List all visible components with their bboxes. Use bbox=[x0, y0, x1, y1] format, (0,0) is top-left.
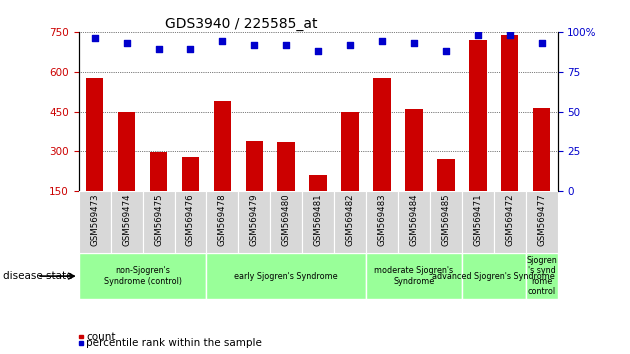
Bar bbox=[246, 141, 263, 191]
Text: non-Sjogren's
Syndrome (control): non-Sjogren's Syndrome (control) bbox=[103, 267, 181, 286]
Bar bbox=[437, 159, 455, 191]
Point bbox=[505, 32, 515, 38]
Point bbox=[313, 48, 323, 54]
Bar bbox=[366, 253, 462, 299]
Text: GSM569478: GSM569478 bbox=[218, 193, 227, 246]
Bar bbox=[270, 191, 302, 253]
Bar bbox=[175, 191, 207, 253]
Bar bbox=[366, 191, 398, 253]
Text: GDS3940 / 225585_at: GDS3940 / 225585_at bbox=[165, 17, 318, 31]
Bar bbox=[207, 253, 366, 299]
Bar bbox=[430, 191, 462, 253]
Text: GSM569482: GSM569482 bbox=[346, 193, 355, 246]
Text: GSM569477: GSM569477 bbox=[537, 193, 546, 246]
Bar bbox=[405, 109, 423, 191]
Point bbox=[281, 42, 291, 47]
Bar bbox=[142, 191, 175, 253]
Text: moderate Sjogren's
Syndrome: moderate Sjogren's Syndrome bbox=[374, 267, 454, 286]
Bar bbox=[341, 112, 359, 191]
Text: GSM569474: GSM569474 bbox=[122, 193, 131, 246]
Bar bbox=[309, 175, 327, 191]
Text: early Sjogren's Syndrome: early Sjogren's Syndrome bbox=[234, 272, 338, 281]
Bar bbox=[111, 191, 142, 253]
Point bbox=[441, 48, 451, 54]
Bar bbox=[214, 101, 231, 191]
Text: percentile rank within the sample: percentile rank within the sample bbox=[86, 338, 262, 348]
Bar bbox=[525, 191, 558, 253]
Bar bbox=[181, 156, 199, 191]
Bar bbox=[462, 253, 525, 299]
Text: Sjogren
's synd
rome
control: Sjogren 's synd rome control bbox=[526, 256, 557, 296]
Text: GSM569473: GSM569473 bbox=[90, 193, 99, 246]
Text: disease state: disease state bbox=[3, 271, 72, 281]
Text: GSM569485: GSM569485 bbox=[442, 193, 450, 246]
Point bbox=[185, 46, 195, 52]
Point bbox=[154, 46, 164, 52]
Bar bbox=[277, 142, 295, 191]
Bar bbox=[150, 152, 168, 191]
Bar bbox=[79, 253, 207, 299]
Point bbox=[472, 32, 483, 38]
Bar bbox=[533, 108, 551, 191]
Bar bbox=[469, 40, 486, 191]
Bar bbox=[118, 112, 135, 191]
Bar bbox=[79, 191, 111, 253]
Bar bbox=[462, 191, 494, 253]
Point bbox=[377, 39, 387, 44]
Text: count: count bbox=[86, 332, 115, 342]
Bar bbox=[86, 78, 103, 191]
Point bbox=[249, 42, 260, 47]
Text: GSM569472: GSM569472 bbox=[505, 193, 514, 246]
Bar bbox=[494, 191, 525, 253]
Point bbox=[409, 40, 419, 46]
Text: GSM569479: GSM569479 bbox=[250, 193, 259, 246]
Bar bbox=[238, 191, 270, 253]
Bar bbox=[373, 78, 391, 191]
Point bbox=[217, 39, 227, 44]
Bar bbox=[334, 191, 366, 253]
Bar bbox=[302, 191, 334, 253]
Text: GSM569480: GSM569480 bbox=[282, 193, 290, 246]
Bar bbox=[207, 191, 238, 253]
Text: GSM569476: GSM569476 bbox=[186, 193, 195, 246]
Text: GSM569481: GSM569481 bbox=[314, 193, 323, 246]
Point bbox=[537, 40, 547, 46]
Point bbox=[345, 42, 355, 47]
Text: GSM569471: GSM569471 bbox=[473, 193, 482, 246]
Bar bbox=[525, 253, 558, 299]
Bar bbox=[398, 191, 430, 253]
Bar bbox=[501, 34, 518, 191]
Text: GSM569483: GSM569483 bbox=[377, 193, 386, 246]
Text: advanced Sjogren's Syndrome: advanced Sjogren's Syndrome bbox=[432, 272, 555, 281]
Point bbox=[122, 40, 132, 46]
Text: GSM569475: GSM569475 bbox=[154, 193, 163, 246]
Point bbox=[89, 35, 100, 41]
Text: GSM569484: GSM569484 bbox=[410, 193, 418, 246]
